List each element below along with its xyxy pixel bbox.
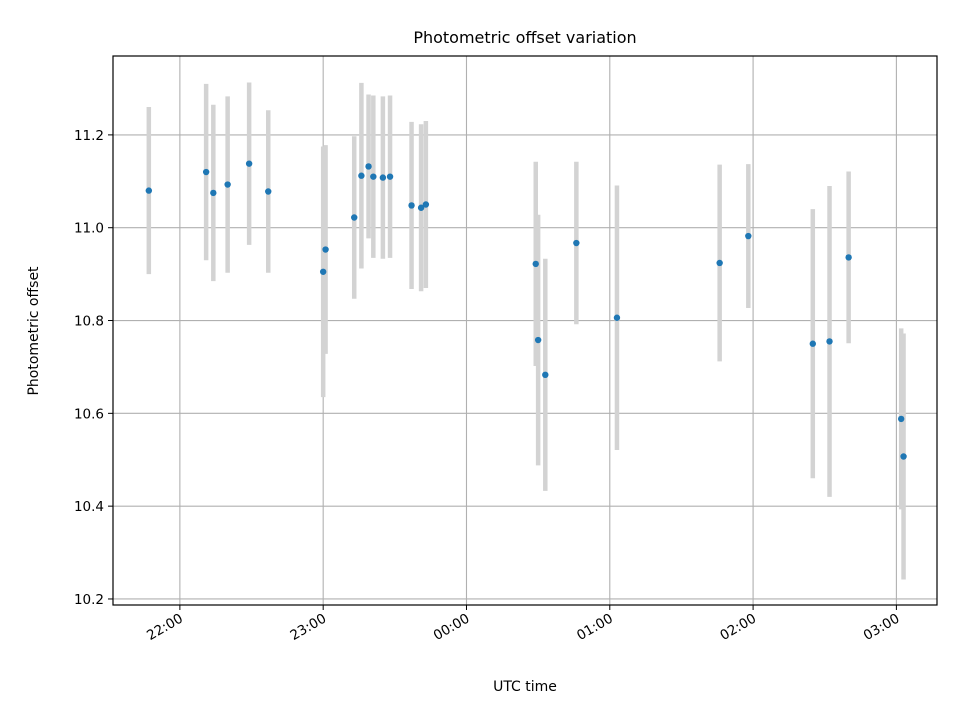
data-point [386, 173, 394, 180]
data-point [210, 189, 217, 197]
y-tick-label: 10.6 [74, 406, 104, 422]
data-point [224, 181, 231, 188]
data-point [826, 338, 833, 345]
data-point [532, 260, 539, 268]
data-point [408, 202, 415, 209]
data-point [900, 453, 907, 460]
data-point [379, 174, 387, 181]
x-axis-label: UTC time [493, 679, 557, 695]
data-point [716, 259, 723, 267]
data-point [245, 160, 253, 167]
data-point [351, 214, 358, 221]
plot-area-frame [112, 55, 938, 606]
data-point [358, 172, 365, 179]
data-point [319, 268, 327, 275]
data-point [573, 239, 580, 247]
y-axis-ticks: 10.2 10.4 10.6 10.8 11.0 11.2 [74, 128, 113, 608]
y-tick-label: 10.8 [74, 314, 104, 330]
markers [145, 160, 907, 460]
data-point [613, 314, 621, 321]
data-point [745, 232, 752, 240]
data-point [542, 371, 549, 379]
data-point [845, 254, 852, 261]
data-point [202, 168, 210, 176]
data-point [370, 173, 377, 180]
data-point [265, 188, 272, 195]
chart-title: Photometric offset variation [413, 28, 636, 47]
data-point [365, 163, 372, 170]
data-point [897, 415, 905, 423]
data-point [422, 201, 430, 208]
y-tick-label: 10.4 [74, 499, 104, 515]
y-tick-label: 11.2 [74, 128, 104, 144]
y-axis-label: Photometric offset [26, 266, 42, 396]
data-point [534, 336, 542, 344]
data-point [322, 246, 329, 253]
data-point [145, 187, 153, 194]
data-point [809, 340, 817, 347]
y-tick-label: 10.2 [74, 592, 104, 608]
y-tick-label: 11.0 [74, 221, 104, 237]
data-point [417, 204, 425, 211]
